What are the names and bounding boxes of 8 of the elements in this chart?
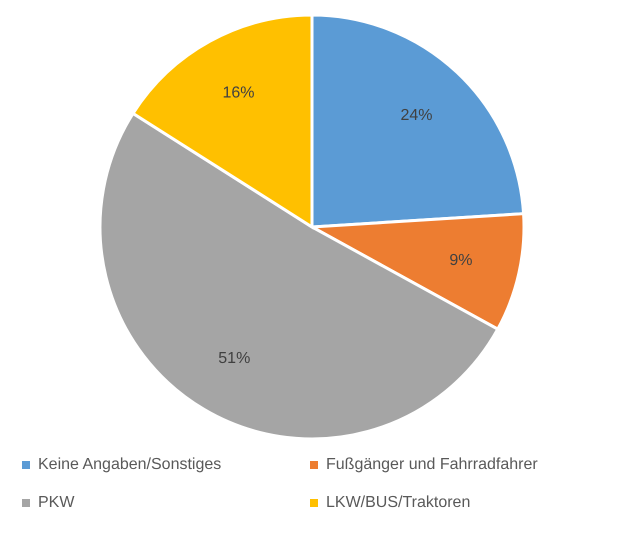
legend-label: LKW/BUS/Traktoren bbox=[326, 494, 470, 512]
data-label: 51% bbox=[218, 350, 250, 367]
data-label: 16% bbox=[222, 84, 254, 102]
legend-label: PKW bbox=[38, 494, 74, 512]
legend-label: Keine Angaben/Sonstiges bbox=[38, 456, 222, 474]
data-label: 9% bbox=[449, 252, 473, 269]
data-label: 24% bbox=[400, 107, 433, 124]
legend-label: Fußgänger und Fahrradfahrer bbox=[326, 456, 538, 474]
